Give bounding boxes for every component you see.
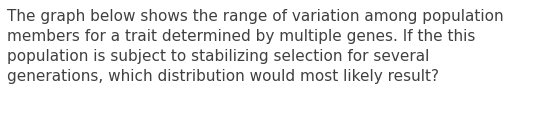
Text: The graph below shows the range of variation among population
members for a trai: The graph below shows the range of varia… [7,9,503,84]
